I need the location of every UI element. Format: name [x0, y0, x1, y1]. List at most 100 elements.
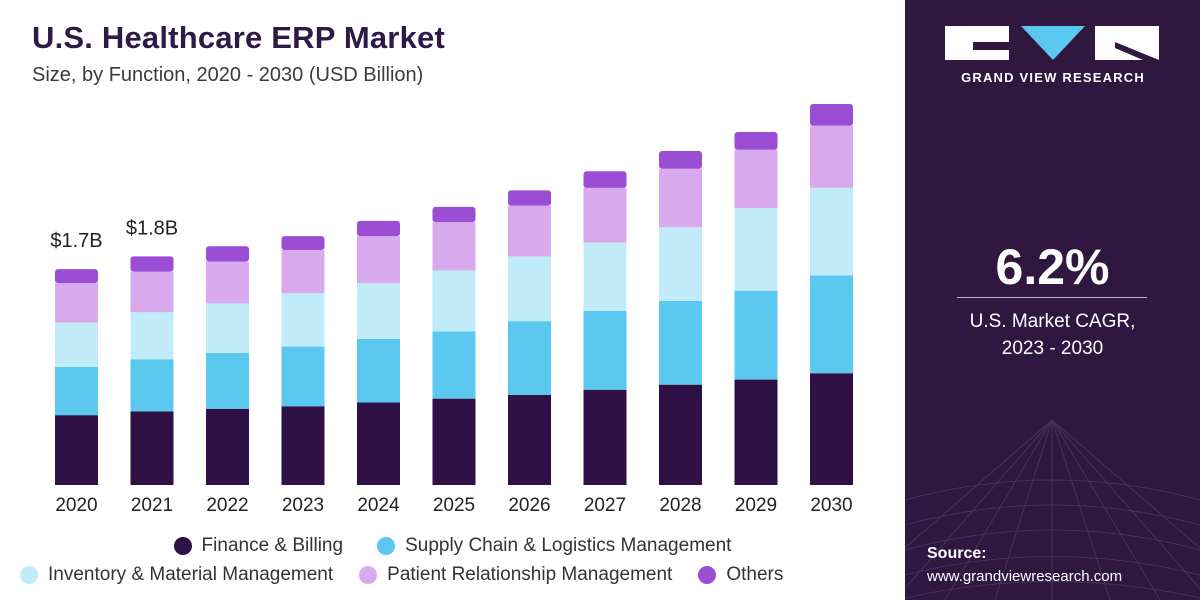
x-tick-label: 2025: [433, 495, 475, 516]
legend-item-others: Others: [698, 564, 783, 586]
bar-2021-patient-relationship-management: [130, 271, 174, 313]
bar-2022-inventory-material-management: [206, 303, 249, 353]
bar-2026-supply-chain-logistics-management: [508, 321, 551, 395]
bar-2030-finance-billing: [810, 373, 853, 485]
legend-item-patient-relationship: Patient Relationship Management: [359, 564, 672, 586]
bar-2026-finance-billing: [508, 394, 551, 485]
legend-item-supply-chain: Supply Chain & Logistics Management: [377, 535, 731, 557]
legend-row-1: Finance & Billing Supply Chain & Logisti…: [0, 535, 905, 557]
cagr-label: U.S. Market CAGR, 2023 - 2030: [905, 308, 1200, 362]
cagr-label-line-1: U.S. Market CAGR,: [969, 311, 1136, 332]
bar-2027-others: [583, 171, 627, 188]
gvr-logo-mark: [945, 26, 1159, 60]
bar-2025-patient-relationship-management: [432, 222, 476, 271]
bar-2030-others: [810, 104, 853, 126]
cagr-label-line-2: 2023 - 2030: [1001, 338, 1104, 359]
bar-2025-inventory-material-management: [432, 270, 476, 332]
x-tick-label: 2024: [357, 495, 400, 516]
bar-2022-others: [206, 246, 249, 262]
bar-2025-finance-billing: [432, 398, 476, 485]
bar-2020-others: [55, 269, 98, 284]
bar-2020-finance-billing: [55, 415, 98, 485]
bar-2022-patient-relationship-management: [206, 261, 249, 304]
bar-2029-patient-relationship-management: [734, 149, 778, 209]
x-tick-label: 2027: [584, 495, 626, 516]
bar-2029-finance-billing: [734, 379, 778, 485]
bar-2023-finance-billing: [281, 406, 325, 485]
chart-panel: U.S. Healthcare ERP Market Size, by Func…: [0, 20, 905, 585]
bar-2023-supply-chain-logistics-management: [281, 346, 325, 407]
bar-2030-supply-chain-logistics-management: [810, 275, 853, 374]
legend-label: Patient Relationship Management: [387, 564, 673, 585]
bar-2027-supply-chain-logistics-management: [583, 311, 627, 390]
bar-2024-supply-chain-logistics-management: [357, 338, 400, 403]
legend-item-finance-billing: Finance & Billing: [173, 535, 344, 557]
bar-2022-supply-chain-logistics-management: [206, 352, 249, 409]
bar-2021-others: [130, 256, 174, 272]
x-tick-label: 2030: [810, 495, 852, 516]
bar-2027-inventory-material-management: [583, 242, 627, 312]
bar-2020-supply-chain-logistics-management: [55, 366, 98, 416]
bar-2026-others: [508, 190, 551, 206]
bar-2023-patient-relationship-management: [281, 250, 325, 294]
legend-swatch: [698, 566, 717, 584]
cagr-value: 6.2%: [995, 239, 1110, 295]
data-label-2020: $1.7B: [50, 230, 102, 252]
stacked-bar-chart: 2020 2021 2022 2023 2024 2025 2026 2027 2028 2029…: [50, 104, 853, 516]
x-tick-label: 2029: [735, 495, 777, 516]
bar-2024-finance-billing: [357, 402, 400, 485]
gvr-logo: GRAND VIEW RESEARCH: [943, 22, 1163, 92]
bar-2027-patient-relationship-management: [583, 187, 627, 243]
bar-2029-others: [734, 131, 778, 150]
bar-2028-supply-chain-logistics-management: [659, 300, 702, 385]
x-tick-label: 2028: [659, 495, 701, 516]
divider: [957, 297, 1147, 298]
bar-2024-others: [357, 220, 400, 237]
bar-2028-others: [659, 150, 702, 169]
bar-2029-supply-chain-logistics-management: [734, 290, 778, 380]
bar-2021-finance-billing: [130, 411, 174, 485]
bar-2027-finance-billing: [583, 389, 627, 485]
bar-2021-supply-chain-logistics-management: [130, 359, 174, 412]
bar-2021-inventory-material-management: [130, 312, 174, 360]
bar-2029-inventory-material-management: [734, 208, 778, 291]
bar-2026-patient-relationship-management: [508, 205, 551, 257]
legend-label: Others: [726, 564, 784, 585]
brand-name: GRAND VIEW RESEARCH: [961, 70, 1145, 85]
bar-2030-patient-relationship-management: [810, 125, 853, 188]
legend-swatch: [173, 537, 192, 555]
legend-swatch: [359, 566, 378, 584]
bar-2030-inventory-material-management: [810, 187, 853, 276]
chart-subtitle: Size, by Function, 2020 - 2030 (USD Bill…: [32, 64, 424, 86]
x-tick-label: 2026: [508, 495, 550, 516]
bar-2026-inventory-material-management: [508, 256, 551, 322]
source-url[interactable]: www.grandviewresearch.com: [927, 568, 1123, 585]
chart-title: U.S. Healthcare ERP Market: [32, 20, 445, 55]
x-tick-label: 2023: [282, 495, 324, 516]
bar-2020-inventory-material-management: [55, 322, 98, 367]
legend-label: Supply Chain & Logistics Management: [405, 535, 732, 556]
bar-2028-patient-relationship-management: [659, 168, 702, 228]
bar-2028-finance-billing: [659, 384, 702, 485]
x-tick-label: 2021: [131, 495, 173, 516]
bar-2022-finance-billing: [206, 408, 249, 485]
legend-swatch: [20, 566, 38, 584]
legend-label: Finance & Billing: [201, 535, 344, 556]
x-tick-label: 2020: [55, 495, 97, 516]
info-panel: GRAND VIEW RESEARCH 6.2% U.S. Market CAG…: [905, 0, 1200, 600]
bar-2020-patient-relationship-management: [55, 283, 98, 323]
perspective-grid-decoration: [905, 419, 1200, 600]
x-tick-label: 2022: [206, 495, 248, 516]
source-label: Source:: [927, 545, 987, 562]
bar-2025-supply-chain-logistics-management: [432, 331, 476, 399]
legend-row-2: Inventory & Material Management Patient …: [0, 564, 925, 586]
bar-2024-patient-relationship-management: [357, 236, 400, 284]
bar-2024-inventory-material-management: [357, 283, 400, 339]
legend-label: Inventory & Material Management: [48, 564, 334, 585]
bar-2023-inventory-material-management: [281, 293, 325, 347]
bar-2028-inventory-material-management: [659, 227, 702, 301]
legend-swatch: [377, 537, 396, 555]
data-label-2021: $1.8B: [126, 217, 178, 239]
bar-2023-others: [281, 236, 325, 251]
bar-2025-others: [432, 206, 476, 223]
